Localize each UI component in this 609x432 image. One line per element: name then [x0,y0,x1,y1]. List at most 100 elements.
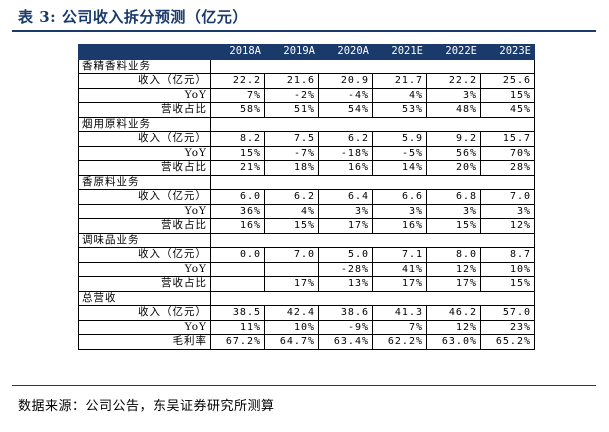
value-cell: 38.5 [210,305,265,321]
value-cell: 28% [480,160,535,176]
value-cell: -9% [318,319,373,335]
value-cell: 10% [480,261,535,277]
row-label: 营收占比 [78,160,211,176]
table-row: YoY 11% 10% -9% 7% 12% 23% [78,319,535,335]
row-label: YoY [78,319,211,335]
row-label: YoY [78,203,211,219]
table-title: 表 3: 公司收入拆分预测（亿元） [18,8,248,26]
value-cell: 20.9 [318,73,373,89]
header-cell-2022e: 2022E [426,44,481,60]
value-cell: 45% [480,102,535,118]
value-cell: 10% [264,319,319,335]
value-cell: 25.6 [480,73,535,89]
value-cell: 17% [318,218,373,234]
header-cell-2019a: 2019A [264,44,319,60]
value-cell: 15% [480,87,535,103]
header-cell-blank [78,44,211,60]
value-cell: 14% [372,160,427,176]
row-label: 收入（亿元） [78,305,211,321]
section-label: 总营收 [78,290,211,306]
row-label: 收入（亿元） [78,247,211,263]
value-cell: 9.2 [426,131,481,147]
value-cell: 4% [264,203,319,219]
section-label: 调味品业务 [78,232,211,248]
value-cell: 41% [372,261,427,277]
value-cell: 53% [372,102,427,118]
value-cell: 42.4 [264,305,319,321]
row-label: 营收占比 [78,102,211,118]
value-cell: 63.4% [318,334,373,350]
value-cell: 21.6 [264,73,319,89]
value-cell: 16% [372,218,427,234]
value-cell: 3% [426,87,481,103]
table-row: 营收占比 17% 13% 17% 17% 15% [78,276,535,292]
header-cell-2021e: 2021E [372,44,427,60]
value-cell [210,276,265,292]
value-cell: -18% [318,145,373,161]
section-fill [210,58,535,74]
row-label: 收入（亿元） [78,73,211,89]
value-cell: 13% [318,276,373,292]
section-label: 香精香料业务 [78,58,211,74]
value-cell: 63.0% [426,334,481,350]
value-cell: 64.7% [264,334,319,350]
value-cell: 17% [264,276,319,292]
section-row: 烟用原料业务 [78,116,535,132]
section-fill [210,290,535,306]
value-cell: 7% [372,319,427,335]
row-label: YoY [78,87,211,103]
section-fill [210,232,535,248]
value-cell: 70% [480,145,535,161]
table-row: YoY 7% -2% -4% 4% 3% 15% [78,87,535,103]
table-row: 营收占比 21% 18% 16% 14% 20% 28% [78,160,535,176]
row-label: 营收占比 [78,218,211,234]
row-label: 收入（亿元） [78,189,211,205]
header-cell-2023e: 2023E [480,44,535,60]
value-cell: 67.2% [210,334,265,350]
value-cell: -5% [372,145,427,161]
value-cell: 7.0 [480,189,535,205]
value-cell: -7% [264,145,319,161]
section-row: 总营收 [78,290,535,306]
value-cell: 36% [210,203,265,219]
value-cell: 23% [480,319,535,335]
value-cell: 6.4 [318,189,373,205]
table-row: 收入（亿元） 8.2 7.5 6.2 5.9 9.2 15.7 [78,131,535,147]
revenue-forecast-table: 2018A 2019A 2020A 2021E 2022E 2023E 香精香料… [78,44,535,350]
value-cell: 15% [426,218,481,234]
value-cell: 3% [426,203,481,219]
value-cell: 22.2 [210,73,265,89]
value-cell: 11% [210,319,265,335]
value-cell [264,261,319,277]
value-cell: 12% [480,218,535,234]
row-label: YoY [78,145,211,161]
row-label: YoY [78,261,211,277]
row-label: 毛利率 [78,334,211,350]
value-cell: -28% [318,261,373,277]
value-cell: 5.9 [372,131,427,147]
value-cell: 21% [210,160,265,176]
value-cell: 15.7 [480,131,535,147]
value-cell: 22.2 [426,73,481,89]
table-row: YoY 15% -7% -18% -5% 56% 70% [78,145,535,161]
section-row: 调味品业务 [78,232,535,248]
value-cell: 65.2% [480,334,535,350]
row-label: 营收占比 [78,276,211,292]
value-cell: 17% [426,276,481,292]
value-cell: 57.0 [480,305,535,321]
table-row: 营收占比 58% 51% 54% 53% 48% 45% [78,102,535,118]
value-cell: 3% [480,203,535,219]
value-cell: 0.0 [210,247,265,263]
value-cell: 54% [318,102,373,118]
row-label: 收入（亿元） [78,131,211,147]
value-cell: 12% [426,319,481,335]
value-cell: 6.2 [264,189,319,205]
section-label: 烟用原料业务 [78,116,211,132]
header-row: 2018A 2019A 2020A 2021E 2022E 2023E [78,44,535,60]
table-row: 营收占比 16% 15% 17% 16% 15% 12% [78,218,535,234]
footer-divider [12,385,596,386]
section-row: 香原料业务 [78,174,535,190]
table-row: YoY -28% 41% 12% 10% [78,261,535,277]
value-cell: 15% [480,276,535,292]
value-cell: 6.0 [210,189,265,205]
